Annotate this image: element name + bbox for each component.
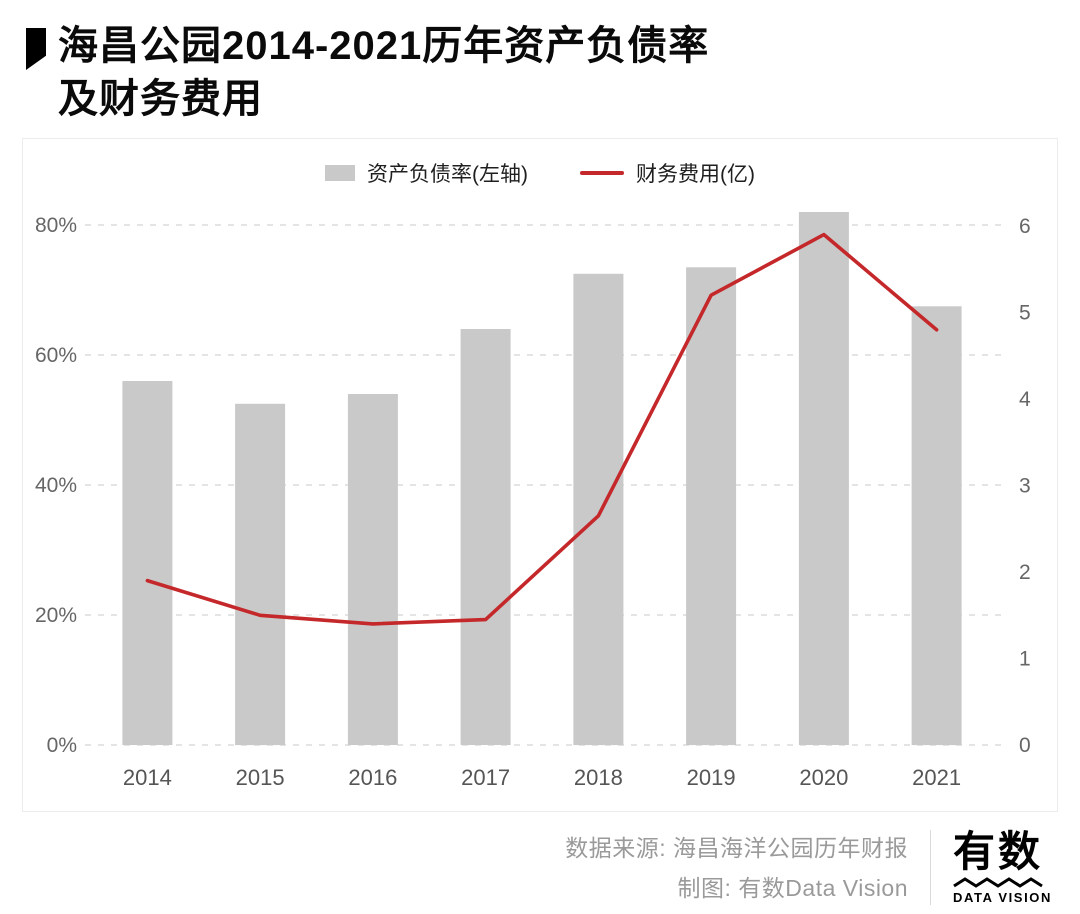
chart-card: 资产负债率(左轴) 财务费用(亿) 0% 20% 40% 60% 80% 0 1 2 3 4 5 6 2… xyxy=(22,137,1058,812)
x-axis-label: 2017 xyxy=(461,765,510,790)
bar-legend-label: 资产负债率(左轴) xyxy=(367,162,528,186)
brand-logo: 有数 DATA VISION xyxy=(930,828,1052,906)
right-axis-tick: 6 xyxy=(1019,215,1031,238)
brand-logo-text: 有数 xyxy=(953,828,1044,876)
page-header: 海昌公园2014-2021历年资产负债率 及财务费用 xyxy=(0,0,1080,134)
left-axis-tick: 20% xyxy=(35,604,77,627)
left-axis-tick: 80% xyxy=(35,214,77,237)
bar-legend-swatch-icon xyxy=(325,164,355,181)
right-axis-tick: 3 xyxy=(1019,474,1031,497)
page-title-line1: 海昌公园2014-2021历年资产负债率 xyxy=(58,24,710,68)
x-axis-label: 2014 xyxy=(123,765,172,790)
bar-2015 xyxy=(235,403,286,745)
left-axis-tick: 40% xyxy=(35,474,77,497)
legend-item-line: 财务费用(亿) xyxy=(580,158,755,188)
left-axis-tick: 0% xyxy=(47,734,77,757)
footer-text: 数据来源: 海昌海洋公园历年财报 制图: 有数Data Vision xyxy=(565,828,908,909)
chart-credit: 制图: 有数Data Vision xyxy=(677,874,909,901)
x-axis-label: 2018 xyxy=(574,765,623,790)
combo-chart: 0% 20% 40% 60% 80% 0 1 2 3 4 5 6 2014 2015 2016 2017 201… xyxy=(23,193,1057,807)
x-axis-label: 2019 xyxy=(687,765,736,790)
line-series xyxy=(145,232,939,626)
right-axis-tick: 1 xyxy=(1019,647,1031,670)
bar-2018 xyxy=(573,273,624,745)
right-axis-tick: 0 xyxy=(1019,734,1031,757)
left-axis-tick: 60% xyxy=(35,344,77,367)
page-footer: 数据来源: 海昌海洋公园历年财报 制图: 有数Data Vision 有数 DA… xyxy=(0,812,1080,909)
bar-2016 xyxy=(347,393,398,745)
bar-2020 xyxy=(798,211,849,745)
legend-item-bar: 资产负债率(左轴) xyxy=(325,158,528,188)
line-legend-label: 财务费用(亿) xyxy=(636,162,755,186)
right-axis-tick: 4 xyxy=(1019,388,1031,411)
title-bullet-icon xyxy=(26,28,46,70)
right-axis-tick: 5 xyxy=(1019,301,1031,324)
chart-svg: 0% 20% 40% 60% 80% 0 1 2 3 4 5 6 2014 2015 2016 2017 201… xyxy=(35,211,1031,790)
chart-legend: 资产负债率(左轴) 财务费用(亿) xyxy=(23,153,1057,193)
bar-2014 xyxy=(122,380,173,745)
bar-2019 xyxy=(686,266,737,745)
x-axis-label: 2021 xyxy=(912,765,961,790)
right-axis-tick: 2 xyxy=(1019,561,1031,584)
x-axis-label: 2020 xyxy=(799,765,848,790)
page-title-line2: 及财务费用 xyxy=(58,76,263,121)
x-axis-label: 2016 xyxy=(348,765,397,790)
brand-logo-subtext: DATA VISION xyxy=(953,890,1052,906)
data-source: 数据来源: 海昌海洋公园历年财报 xyxy=(565,834,909,861)
logo-zigzag-icon xyxy=(953,877,1043,889)
bar-2017 xyxy=(460,328,511,745)
x-axis-label: 2015 xyxy=(236,765,285,790)
bar-2021 xyxy=(911,305,962,745)
page-title: 海昌公园2014-2021历年资产负债率 及财务费用 xyxy=(58,20,709,126)
line-legend-swatch-icon xyxy=(580,170,624,175)
